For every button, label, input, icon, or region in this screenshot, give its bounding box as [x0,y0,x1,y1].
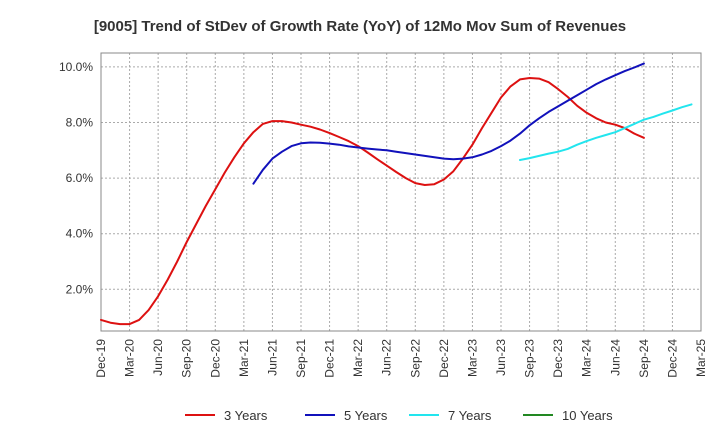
x-tick-label: Dec-21 [323,339,337,378]
x-tick-label: Dec-19 [94,339,108,378]
series-line-5-years [252,62,645,185]
x-tick-label: Jun-21 [265,339,279,376]
y-axis: 2.0% 4.0% 6.0% 8.0% 10.0% [59,60,93,296]
series-group [100,62,693,326]
legend: 3 Years 5 Years 7 Years 10 Years [185,408,613,423]
x-tick-label: Mar-22 [351,339,365,377]
x-tick-label: Dec-23 [551,339,565,378]
series-line-7-years [519,103,693,161]
x-tick-label: Mar-21 [237,339,251,377]
x-tick-label: Sep-20 [180,339,194,378]
y-tick-label: 8.0% [66,116,94,130]
x-tick-label: Jun-22 [380,339,394,376]
x-axis: Dec-19 Mar-20 Jun-20 Sep-20 Dec-20 Mar-21 Jun-… [94,339,708,378]
x-tick-label: Mar-20 [123,339,137,377]
x-tick-label: Dec-22 [437,339,451,378]
x-tick-label: Sep-24 [637,339,651,378]
x-tick-label: Dec-20 [208,339,222,378]
legend-label: 3 Years [224,408,268,423]
y-tick-label: 4.0% [66,227,94,241]
x-tick-label: Jun-23 [494,339,508,376]
x-tick-label: Jun-24 [608,339,622,376]
x-tick-label: Mar-24 [580,339,594,377]
legend-label: 7 Years [448,408,492,423]
legend-label: 5 Years [344,408,388,423]
x-tick-label: Sep-23 [523,339,537,378]
x-tick-label: Sep-21 [294,339,308,378]
x-tick-label: Mar-25 [694,339,708,377]
x-tick-label: Jun-20 [151,339,165,376]
series-line-3-years [100,77,645,326]
y-tick-label: 6.0% [66,171,94,185]
x-tick-label: Dec-24 [665,339,679,378]
x-tick-label: Sep-22 [408,339,422,378]
chart-title: [9005] Trend of StDev of Growth Rate (Yo… [94,18,626,35]
x-tick-label: Mar-23 [465,339,479,377]
plot-area [100,52,702,332]
y-tick-label: 2.0% [66,282,94,296]
y-tick-label: 10.0% [59,60,93,74]
grid [101,53,701,331]
legend-label: 10 Years [562,408,613,423]
